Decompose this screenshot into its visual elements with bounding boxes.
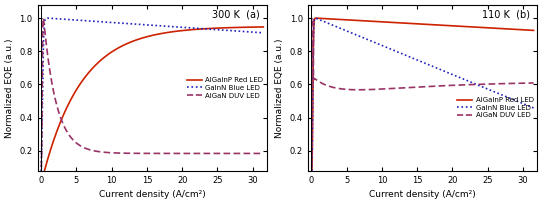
Legend: AlGaInP Red LED, GaInN Blue LED, AlGaN DUV LED: AlGaInP Red LED, GaInN Blue LED, AlGaN D… <box>186 77 263 99</box>
Text: 300 K  (a): 300 K (a) <box>212 10 260 20</box>
Text: 110 K  (b): 110 K (b) <box>482 10 530 20</box>
Y-axis label: Normalized EQE (a.u.): Normalized EQE (a.u.) <box>275 38 284 137</box>
X-axis label: Current density (A/cm²): Current density (A/cm²) <box>369 190 476 199</box>
Y-axis label: Normalized EQE (a.u.): Normalized EQE (a.u.) <box>5 38 14 137</box>
X-axis label: Current density (A/cm²): Current density (A/cm²) <box>99 190 205 199</box>
Legend: AlGaInP Red LED, GaInN Blue LED, AlGaN DUV LED: AlGaInP Red LED, GaInN Blue LED, AlGaN D… <box>457 97 534 119</box>
